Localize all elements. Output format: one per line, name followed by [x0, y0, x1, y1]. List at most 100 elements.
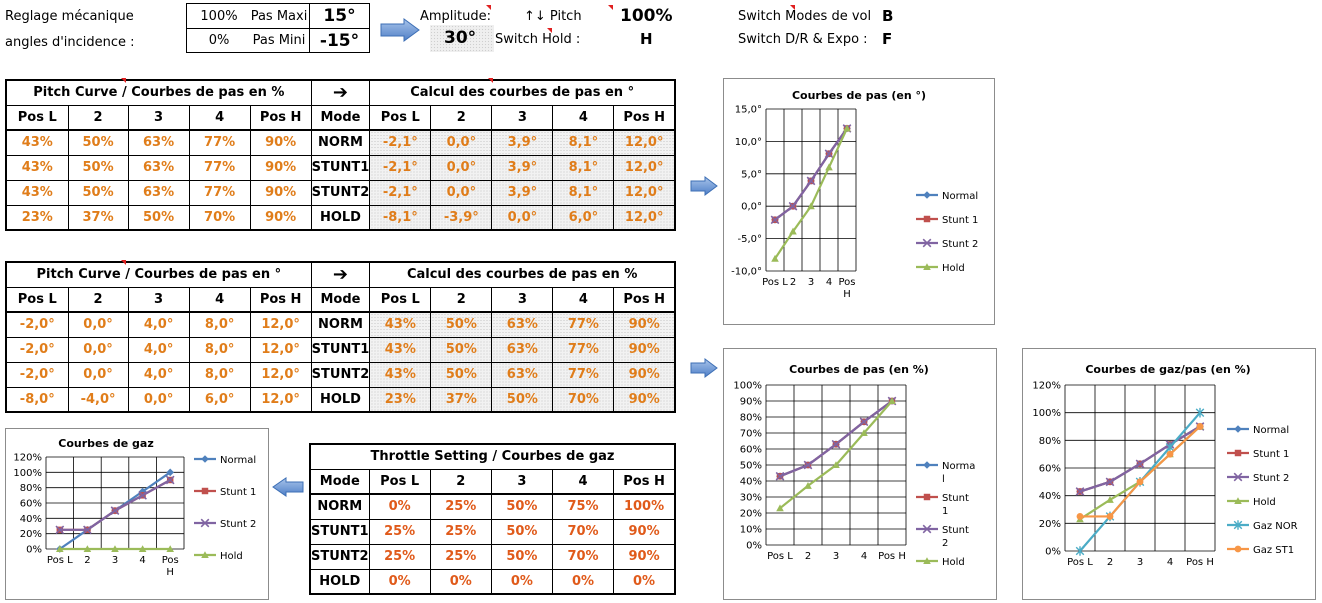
y-tick-label: 0,0° [741, 202, 762, 213]
gaz-cell[interactable]: 0% [429, 568, 492, 595]
deg-cell[interactable]: -2,0° [5, 361, 69, 388]
gaz-cell[interactable]: 25% [368, 518, 431, 545]
deg-cell[interactable]: 4,0° [127, 361, 190, 388]
deg-cell: 0,0° [430, 154, 493, 181]
data-point [860, 429, 868, 437]
right-arrow-icon [690, 176, 718, 196]
pct-cell: 50% [491, 386, 554, 413]
pitch-value[interactable]: 100% [620, 6, 673, 26]
deg-cell[interactable]: -8,0° [5, 386, 69, 413]
data-point [83, 545, 92, 553]
table1-arrow-icon: ➔ [310, 79, 371, 106]
pct-cell[interactable]: 63% [127, 179, 190, 206]
deg-cell[interactable]: 4,0° [127, 311, 190, 338]
gaz-cell[interactable]: 25% [368, 543, 431, 570]
switch-modes-value[interactable]: B [882, 7, 894, 25]
pas-mini-value[interactable]: -15° [309, 29, 369, 52]
deg-cell[interactable]: 0,0° [67, 336, 129, 363]
gaz-cell[interactable]: 50% [490, 493, 553, 520]
gaz-cell[interactable]: 0% [490, 568, 553, 595]
table3-header: Pos H [613, 468, 676, 495]
mode-cell: STUNT2 [310, 179, 371, 206]
deg-cell[interactable]: 4,0° [127, 336, 190, 363]
pct-cell[interactable]: 50% [67, 179, 129, 206]
x-tick-label: 3 [112, 555, 118, 566]
pct-cell: 63% [491, 361, 554, 388]
gaz-cell[interactable]: 70% [551, 543, 615, 570]
pct-cell[interactable]: 90% [249, 204, 312, 231]
gaz-cell[interactable]: 25% [429, 518, 492, 545]
mode-cell: NORM [309, 493, 370, 520]
deg-cell[interactable]: 8,0° [188, 336, 251, 363]
deg-cell[interactable]: 12,0° [249, 361, 312, 388]
deg-cell[interactable]: 12,0° [249, 336, 312, 363]
data-point [771, 254, 779, 262]
pct-cell[interactable]: 63% [127, 129, 190, 156]
pct-cell[interactable]: 90% [249, 179, 312, 206]
deg-cell[interactable]: 8,0° [188, 361, 251, 388]
mode-cell: STUNT1 [310, 336, 371, 363]
pct-cell[interactable]: 43% [5, 129, 69, 156]
data-point [1136, 478, 1144, 486]
pct-cell: 23% [369, 386, 432, 413]
pct-cell[interactable]: 50% [127, 204, 190, 231]
switch-hold-value[interactable]: H [640, 30, 653, 48]
data-point [789, 227, 797, 235]
deg-cell[interactable]: -2,0° [5, 336, 69, 363]
deg-cell[interactable]: 6,0° [188, 386, 251, 413]
gaz-cell[interactable]: 100% [613, 493, 676, 520]
gaz-cell[interactable]: 90% [613, 543, 676, 570]
pct-cell[interactable]: 50% [67, 129, 129, 156]
legend-label: Stunt 1 [220, 487, 256, 498]
table2-header: Pos L [5, 286, 69, 313]
deg-cell[interactable]: 12,0° [249, 311, 312, 338]
deg-cell[interactable]: -2,0° [5, 311, 69, 338]
gaz-cell[interactable]: 0% [551, 568, 615, 595]
pct-cell[interactable]: 70% [188, 204, 251, 231]
pas-maxi-value[interactable]: 15° [309, 4, 369, 28]
pct-cell[interactable]: 77% [188, 154, 251, 181]
gaz-cell[interactable]: 50% [490, 543, 553, 570]
data-point [166, 468, 174, 477]
legend-marker [200, 518, 210, 528]
pct-cell[interactable]: 63% [127, 154, 190, 181]
data-point [775, 471, 785, 481]
pct-cell[interactable]: 23% [5, 204, 69, 231]
deg-cell[interactable]: 8,0° [188, 311, 251, 338]
pct-cell[interactable]: 50% [67, 154, 129, 181]
gaz-cell[interactable]: 25% [429, 543, 492, 570]
pct-cell[interactable]: 43% [5, 154, 69, 181]
mode-cell: NORM [310, 129, 371, 156]
y-tick-label: 100% [13, 468, 42, 479]
gaz-cell[interactable]: 90% [613, 518, 676, 545]
gaz-cell[interactable]: 70% [551, 518, 615, 545]
gaz-cell[interactable]: 75% [551, 493, 615, 520]
deg-cell[interactable]: 12,0° [249, 386, 312, 413]
pct-cell[interactable]: 77% [188, 129, 251, 156]
deg-cell[interactable]: 0,0° [127, 386, 190, 413]
deg-cell[interactable]: 0,0° [67, 361, 129, 388]
pct-cell[interactable]: 90% [249, 154, 312, 181]
gaz-cell[interactable]: 25% [429, 493, 492, 520]
legend-marker [1234, 545, 1242, 553]
pct-cell[interactable]: 43% [5, 179, 69, 206]
switch-dr-value[interactable]: F [882, 30, 893, 48]
legend-label: 1 [942, 506, 948, 517]
data-point [1105, 477, 1115, 487]
deg-cell[interactable]: -4,0° [67, 386, 129, 413]
deg-cell: 3,9° [491, 129, 554, 156]
pct-cell[interactable]: 90% [249, 129, 312, 156]
gaz-cell[interactable]: 0% [368, 568, 431, 595]
gaz-cell[interactable]: 50% [490, 518, 553, 545]
pct-cell[interactable]: 77% [188, 179, 251, 206]
pct-cell: 50% [430, 311, 493, 338]
gaz-cell[interactable]: 0% [613, 568, 676, 595]
table3-header: 4 [551, 468, 615, 495]
gaz-cell[interactable]: 0% [368, 493, 431, 520]
pct-cell[interactable]: 37% [67, 204, 129, 231]
x-tick-label: Pos L [762, 277, 788, 288]
table-row: STUNT1 25% 25% 50% 70% 90% [309, 518, 676, 545]
throttle-table: Throttle Setting / Courbes de gaz Mode P… [309, 443, 676, 595]
deg-cell[interactable]: 0,0° [67, 311, 129, 338]
chart-gaz-pas: Courbes de gaz/pas (en %) 0% 20% 40% 60% 80% 1… [1022, 348, 1316, 600]
